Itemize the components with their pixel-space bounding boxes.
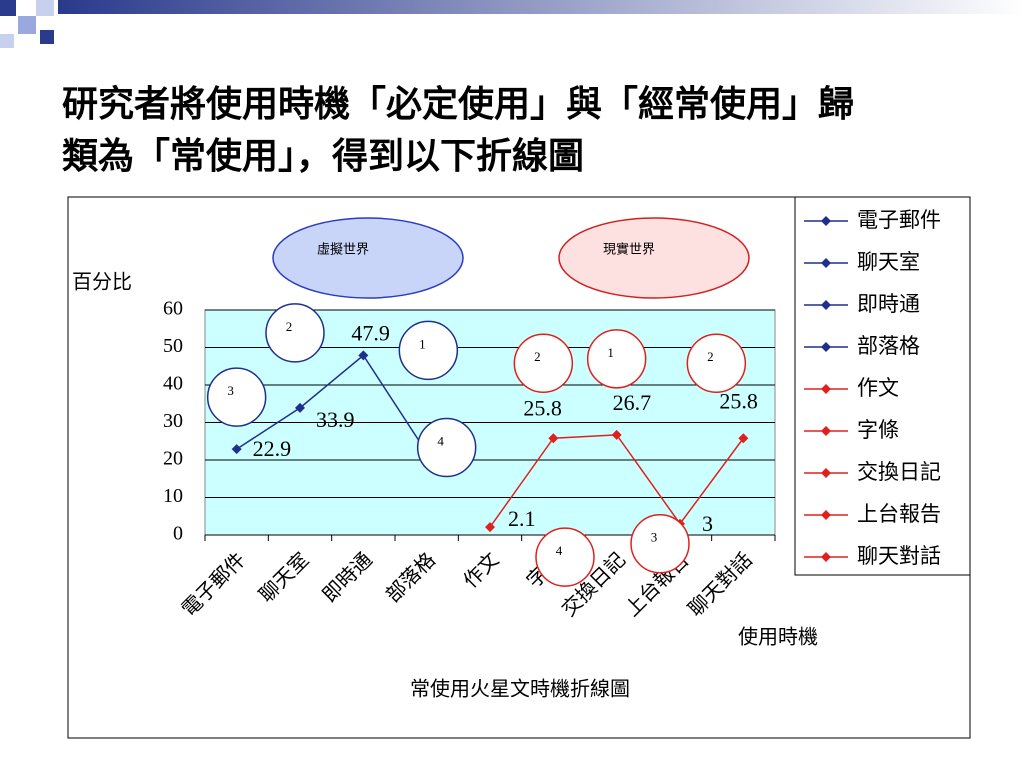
group-label: 現實世界 [603,242,655,258]
data-label: 22.9 [253,436,292,461]
legend-label: 電子郵件 [857,208,941,232]
data-label: 25.8 [719,388,758,413]
legend-marker [821,258,831,268]
rank-label: 3 [651,530,658,545]
data-label: 26.7 [613,390,652,415]
legend-marker [821,468,831,478]
legend-label: 聊天對話 [857,544,941,568]
point [358,350,369,361]
y-tick-label: 10 [163,485,183,507]
group-label: 虛擬世界 [317,242,369,258]
rank-label: 2 [286,319,293,334]
decor-bar [58,0,1024,14]
rank-label: 4 [556,543,563,558]
legend-marker [821,426,831,436]
point [548,433,559,444]
group-oval [558,217,750,299]
group-oval [272,217,464,299]
rank-circle [206,367,267,427]
x-axis-label: 使用時機 [738,625,818,649]
rank-label: 1 [419,336,426,351]
decor [36,0,54,16]
rank-label: 4 [437,433,444,448]
data-label: 3 [702,511,713,536]
y-axis-label: 百分比 [72,270,132,294]
legend-label: 部落格 [857,334,920,358]
rank-circle [513,333,574,393]
point [738,433,749,444]
rank-circle [265,303,325,363]
heading: 研究者將使用時機「必定使用」與「經常使用」歸 [62,84,854,125]
legend-marker [821,552,831,562]
data-label: 47.9 [351,320,390,345]
rank-label: 3 [227,383,234,398]
point [485,522,495,533]
y-tick-label: 30 [163,410,183,432]
heading: 類為「常使用」，得到以下折線圖 [62,136,584,177]
rank-circle [686,333,747,393]
legend-marker [821,510,831,520]
rank-label: 2 [534,349,541,364]
legend-label: 上台報告 [857,502,941,526]
rank-circle [630,514,690,574]
y-tick-label: 40 [163,373,183,395]
decor [0,34,14,48]
y-tick-label: 50 [163,335,183,357]
legend-label: 即時通 [857,292,920,316]
rank-circle [416,417,477,478]
rank-circle [586,329,647,389]
chart-title: 常使用火星文時機折線圖 [410,677,630,701]
legend-label: 作文 [857,376,899,400]
legend-marker [821,384,831,394]
data-label: 25.8 [523,395,562,420]
y-tick-label: 0 [173,523,183,545]
series-line [236,354,428,453]
point [611,429,622,440]
rank-circle [398,320,459,381]
legend-marker [821,342,831,352]
y-tick-label: 60 [163,298,183,320]
point [231,444,242,455]
decor [40,30,54,44]
legend-marker [821,300,831,310]
legend-label: 字條 [857,418,899,442]
decor [18,16,36,34]
data-label: 2.1 [508,506,536,531]
data-label: 33.9 [316,407,355,432]
legend-marker [821,216,831,226]
rank-label: 1 [607,345,614,360]
legend-label: 交換日記 [857,460,941,484]
rank-circle [535,527,595,587]
decor [0,0,16,16]
point [295,402,305,413]
rank-label: 2 [707,349,714,364]
y-tick-label: 20 [163,448,183,470]
legend-label: 聊天室 [857,250,920,274]
